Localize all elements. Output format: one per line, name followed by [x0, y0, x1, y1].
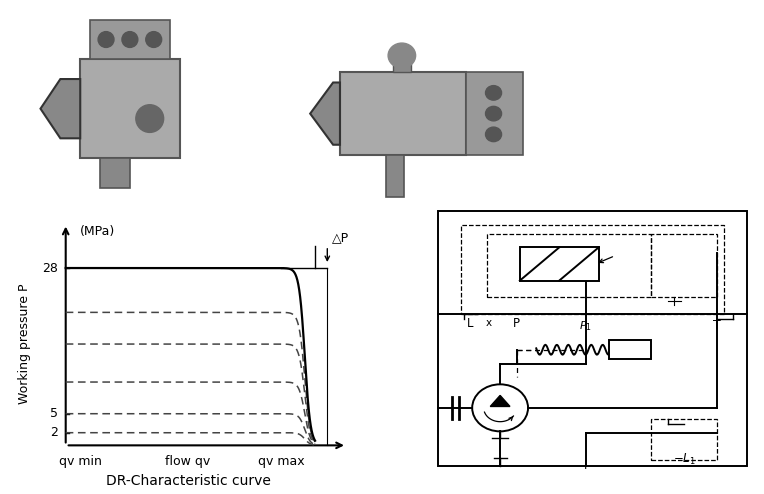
Bar [386, 155, 404, 197]
Circle shape [486, 127, 501, 142]
Text: 5: 5 [50, 407, 58, 420]
Circle shape [486, 85, 501, 100]
Text: Working pressure P: Working pressure P [18, 284, 31, 404]
Circle shape [388, 43, 416, 68]
Text: DR-Characteristic curve: DR-Characteristic curve [105, 474, 270, 488]
Circle shape [122, 32, 138, 47]
Text: (MPa): (MPa) [80, 225, 115, 238]
Bar [520, 247, 599, 281]
Bar [651, 234, 717, 297]
Text: qv min: qv min [59, 455, 102, 468]
Bar [487, 234, 651, 297]
Circle shape [146, 32, 162, 47]
Text: I: I [584, 459, 588, 472]
Circle shape [136, 105, 163, 132]
Text: x: x [486, 319, 492, 329]
Text: 28: 28 [43, 261, 58, 275]
Text: qv max: qv max [257, 455, 304, 468]
Bar [100, 158, 130, 188]
Bar [461, 225, 724, 314]
Bar [340, 72, 466, 155]
Polygon shape [40, 79, 80, 138]
Text: 2: 2 [50, 426, 58, 439]
Bar [609, 340, 651, 360]
Text: $P_1$: $P_1$ [579, 319, 592, 333]
Polygon shape [310, 82, 340, 145]
Text: L: L [468, 317, 474, 330]
Bar [651, 419, 717, 460]
Text: T: T [713, 319, 720, 332]
Circle shape [486, 106, 501, 121]
Circle shape [98, 32, 114, 47]
Bar [393, 55, 411, 72]
Text: △P: △P [332, 231, 349, 244]
Bar [466, 72, 523, 155]
Bar [90, 20, 170, 59]
Text: flow qv: flow qv [165, 455, 211, 468]
Text: $-L_1$: $-L_1$ [672, 452, 695, 467]
Text: P: P [513, 317, 520, 330]
Polygon shape [490, 395, 510, 407]
Bar [80, 59, 180, 158]
